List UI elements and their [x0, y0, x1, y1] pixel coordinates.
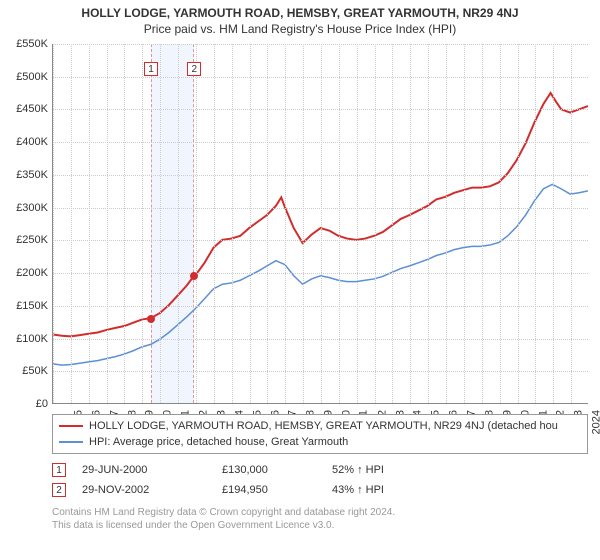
y-axis-label: £0 [36, 398, 48, 410]
transaction-row-marker: 2 [52, 483, 66, 497]
y-axis-label: £450K [16, 103, 48, 115]
transaction-date: 29-JUN-2000 [82, 464, 222, 476]
transaction-price: £194,950 [222, 484, 332, 496]
transaction-row: 2 29-NOV-2002£194,95043% ↑ HPI [52, 480, 588, 500]
chart-area: 12 £0£50K£100K£150K£200K£250K£300K£350K£… [0, 40, 600, 450]
y-axis-label: £200K [16, 267, 48, 279]
transaction-marker: 2 [187, 62, 201, 76]
transaction-dot [147, 315, 155, 323]
chart-subtitle: Price paid vs. HM Land Registry's House … [0, 20, 600, 40]
transaction-pct: 43% ↑ HPI [332, 484, 452, 496]
transaction-row: 1 29-JUN-2000£130,00052% ↑ HPI [52, 460, 588, 480]
y-axis-label: £550K [16, 38, 48, 50]
legend-swatch [59, 441, 83, 443]
x-axis-label: 2024 [591, 410, 600, 434]
y-axis-label: £50K [22, 365, 48, 377]
legend-label: HOLLY LODGE, YARMOUTH ROAD, HEMSBY, GREA… [89, 420, 558, 432]
legend-item: HOLLY LODGE, YARMOUTH ROAD, HEMSBY, GREA… [59, 418, 581, 434]
transaction-price: £130,000 [222, 464, 332, 476]
transaction-marker: 1 [144, 62, 158, 76]
footer-line-1: Contains HM Land Registry data © Crown c… [52, 506, 588, 519]
y-axis-label: £250K [16, 234, 48, 246]
footer-attribution: Contains HM Land Registry data © Crown c… [52, 506, 588, 532]
legend-swatch [59, 425, 83, 427]
transaction-row-marker: 1 [52, 463, 66, 477]
transaction-shade-band [151, 44, 194, 403]
y-axis-label: £150K [16, 300, 48, 312]
transaction-pct: 52% ↑ HPI [332, 464, 452, 476]
transactions-table: 1 29-JUN-2000£130,00052% ↑ HPI 2 29-NOV-200… [52, 460, 588, 500]
transaction-date: 29-NOV-2002 [82, 484, 222, 496]
y-axis-label: £300K [16, 202, 48, 214]
transaction-dot [190, 272, 198, 280]
legend-label: HPI: Average price, detached house, Grea… [89, 436, 348, 448]
legend-item: HPI: Average price, detached house, Grea… [59, 434, 581, 450]
y-axis-label: £350K [16, 169, 48, 181]
legend: HOLLY LODGE, YARMOUTH ROAD, HEMSBY, GREA… [52, 414, 588, 454]
y-axis-label: £500K [16, 71, 48, 83]
chart-title: HOLLY LODGE, YARMOUTH ROAD, HEMSBY, GREA… [0, 0, 600, 20]
footer-line-2: This data is licensed under the Open Gov… [52, 519, 588, 532]
plot-region: 12 [52, 44, 588, 404]
y-axis-label: £400K [16, 136, 48, 148]
y-axis-label: £100K [16, 333, 48, 345]
